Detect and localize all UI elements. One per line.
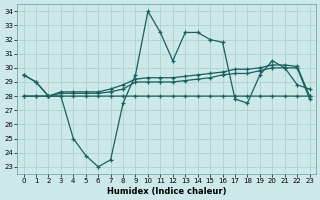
X-axis label: Humidex (Indice chaleur): Humidex (Indice chaleur) — [107, 187, 226, 196]
